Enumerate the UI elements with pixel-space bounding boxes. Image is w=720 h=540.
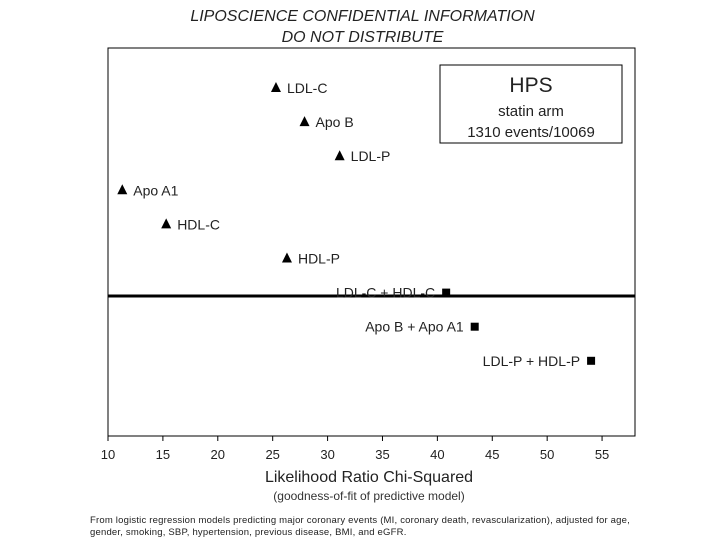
data-marks: LDL-C Apo B LDL-P Apo A1 HDL-C HDL-P LDL-C + H… (117, 80, 596, 369)
data-point: Apo B + Apo A1 (365, 319, 479, 335)
x-tick-label: 55 (595, 447, 609, 462)
point-label: LDL-C + HDL-C (336, 285, 435, 301)
legend-title: HPS (509, 74, 552, 97)
square-marker (587, 356, 596, 365)
data-point: HDL-C (161, 216, 220, 232)
data-point: Apo A1 (117, 182, 179, 198)
data-point: LDL-C + HDL-C (336, 285, 451, 301)
legend-line-2: 1310 events/10069 (467, 124, 595, 141)
x-tick-label: 40 (430, 447, 444, 462)
x-tick-label: 50 (540, 447, 554, 462)
legend-line-1: statin arm (498, 103, 564, 120)
data-point: LDL-C (270, 80, 327, 96)
legend-border (439, 64, 623, 144)
x-axis-title: Likelihood Ratio Chi-Squared (265, 469, 473, 486)
triangle-marker (270, 82, 281, 92)
x-tick-label: 25 (265, 447, 279, 462)
triangle-marker (299, 116, 310, 127)
confidential-banner: LIPOSCIENCE CONFIDENTIAL INFORMATION DO … (0, 6, 720, 48)
point-label: LDL-P + HDL-P (483, 353, 580, 369)
data-point: LDL-P (334, 148, 391, 164)
x-tick-label: 45 (485, 447, 499, 462)
legend-box: HPS statin arm 1310 events/10069 (439, 64, 623, 144)
x-axis: 10 15 20 25 30 35 40 45 50 55 (101, 436, 609, 462)
chi-squared-scatter-chart: HPS statin arm 1310 events/10069 LDL-C Ap… (101, 47, 636, 503)
square-marker (442, 288, 451, 297)
x-tick-label: 15 (156, 447, 170, 462)
point-label: LDL-P (351, 148, 391, 164)
point-label: LDL-C (287, 80, 327, 96)
footnote: From logistic regression models predicti… (90, 515, 630, 538)
x-tick-label: 30 (320, 447, 334, 462)
triangle-marker (161, 218, 172, 229)
x-tick-label: 10 (101, 447, 115, 462)
x-axis-subtitle: (goodness-of-fit of predictive model) (273, 489, 464, 503)
x-tick-label: 35 (375, 447, 389, 462)
point-label: Apo B (316, 114, 354, 130)
data-point: HDL-P (281, 251, 340, 267)
point-label: HDL-P (298, 251, 340, 267)
point-label: Apo B + Apo A1 (365, 319, 464, 335)
triangle-marker (334, 150, 345, 161)
x-tick-label: 20 (211, 447, 225, 462)
data-point: LDL-P + HDL-P (483, 353, 596, 369)
triangle-marker (281, 252, 292, 263)
point-label: Apo A1 (133, 182, 178, 198)
triangle-marker (117, 184, 128, 195)
square-marker (470, 322, 479, 331)
banner-line-2: DO NOT DISTRIBUTE (281, 29, 444, 46)
data-point: Apo B (299, 114, 354, 130)
plot-frame (107, 47, 636, 437)
point-label: HDL-C (177, 216, 220, 232)
banner-line-1: LIPOSCIENCE CONFIDENTIAL INFORMATION (190, 8, 535, 25)
